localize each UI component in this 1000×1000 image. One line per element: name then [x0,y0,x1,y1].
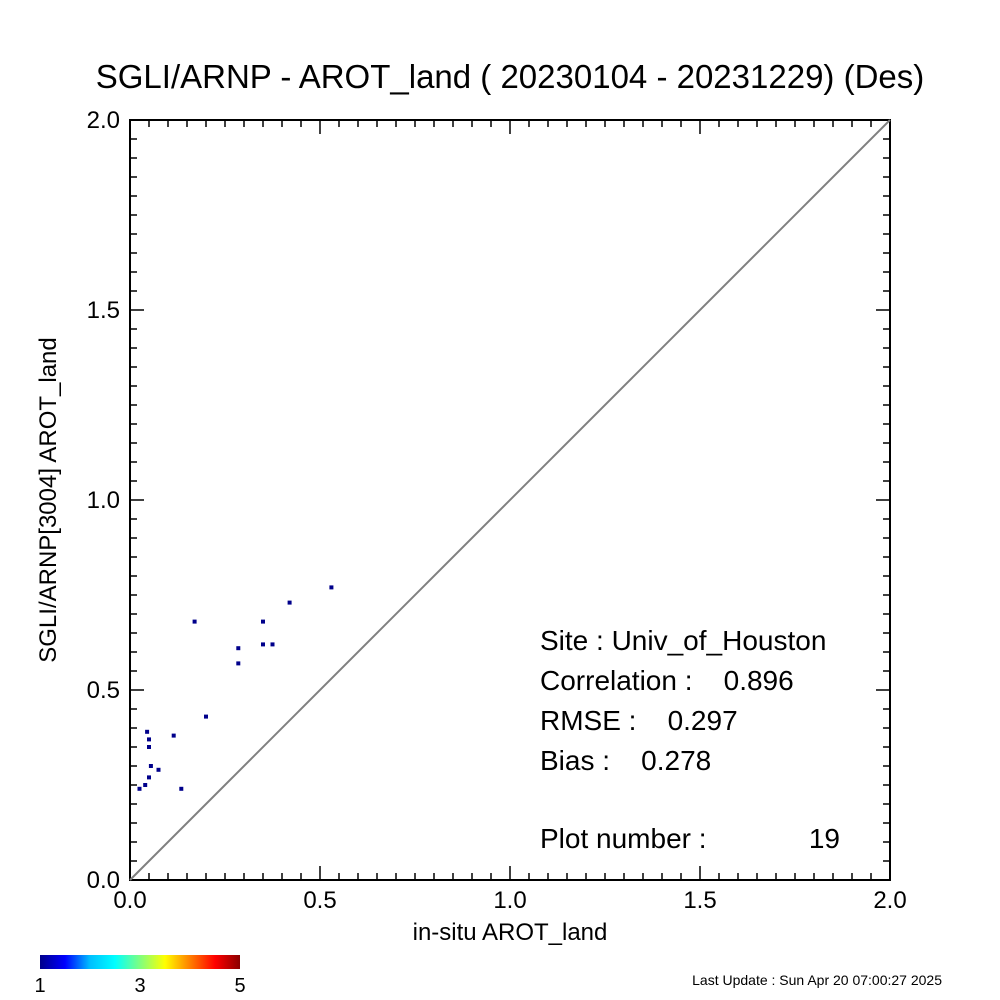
data-point [137,786,142,791]
data-point [147,737,151,742]
data-points [137,585,334,791]
data-point [204,714,208,719]
y-tick-label: 0.0 [87,867,120,894]
data-point [270,642,275,647]
stat-plot-number-label: Plot number : [540,823,707,854]
one-to-one-line [129,119,891,881]
axis-ticks [129,119,891,881]
colorbar [40,955,240,969]
data-point [156,767,161,772]
colorbar-tick-label: 3 [134,975,145,997]
data-point [179,786,184,791]
x-tick-label: 0.5 [303,887,336,914]
y-tick-label: 1.5 [87,297,120,324]
data-point [145,729,150,734]
x-tick-label: 2.0 [873,887,906,914]
stat-rmse: RMSE : 0.297 [540,705,738,736]
y-tick-label: 2.0 [87,107,120,134]
data-point [236,646,241,651]
stat-bias: Bias : 0.278 [540,745,711,776]
colorbar-tick-label: 1 [34,975,45,997]
data-point [261,619,265,624]
stat-correlation: Correlation : 0.896 [540,665,794,696]
data-point [147,745,151,749]
stat-plot-number-value: 19 [809,823,840,854]
data-point [171,733,176,738]
data-point [192,619,197,624]
data-point [147,775,151,780]
stat-site: Site : Univ_of_Houston [540,625,826,656]
tick-labels: 0.0 0.5 1.0 1.5 2.0 0.0 0.5 1.0 1.5 2.0 [87,107,907,914]
chart-title: SGLI/ARNP - AROT_land ( 20230104 - 20231… [96,58,925,95]
data-point [329,585,334,590]
y-tick-label: 1.0 [87,487,120,514]
x-axis-label: in-situ AROT_land [413,919,608,946]
data-point [236,661,241,666]
data-point [287,600,292,605]
data-point [261,642,265,647]
last-update: Last Update : Sun Apr 20 07:00:27 2025 [692,972,942,988]
x-tick-label: 1.5 [683,887,716,914]
data-point [148,764,153,768]
stats-panel: Site : Univ_of_Houston Correlation : 0.8… [540,625,840,854]
plot-frame [129,119,891,881]
x-tick-label: 1.0 [493,887,526,914]
colorbar-tick-label: 5 [234,975,245,997]
y-axis-label: SGLI/ARNP[3004] AROT_land [35,337,62,663]
data-point [143,783,148,787]
colorbar-labels: 1 3 5 [34,975,245,997]
y-tick-label: 0.5 [87,677,120,704]
x-tick-label: 0.0 [113,887,146,914]
